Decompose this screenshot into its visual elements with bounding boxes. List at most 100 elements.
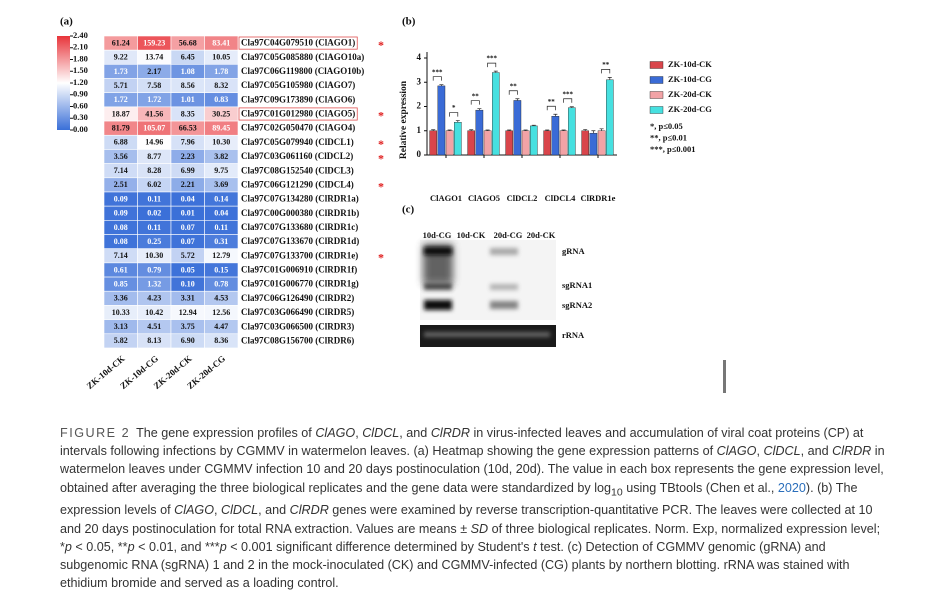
significance-mark: *	[378, 251, 384, 265]
cell-label: 2.21	[181, 180, 195, 189]
legend-swatch	[649, 106, 664, 114]
cell-label: 0.07	[181, 237, 195, 246]
gene-label: Cla97C03G066500 (ClRDR3)	[241, 321, 354, 331]
legend-label: ZK-10d-CG	[668, 74, 712, 84]
x-tick-label: ClDCL4	[545, 193, 576, 203]
heatmap-cell	[204, 333, 239, 349]
bar	[505, 130, 514, 156]
cell-label: 10.42	[145, 308, 163, 317]
cell-label: 56.68	[179, 38, 197, 47]
cell-label: 0.01	[181, 209, 195, 218]
legend-label: ZK-20d-CG	[668, 104, 712, 114]
cell-label: 0.09	[114, 209, 128, 218]
error-bar	[455, 120, 460, 123]
gene-label: Cla97C02G050470 (ClAGO4)	[241, 123, 355, 133]
error-bar	[607, 77, 612, 80]
significance-label: ***	[486, 55, 497, 63]
cell-label: 9.22	[114, 53, 128, 62]
caption-text: ClDCL	[221, 503, 259, 518]
bar	[559, 130, 568, 156]
cell-label: 13.74	[145, 53, 163, 62]
gene-label: Cla97C00G000380 (ClRDR1b)	[241, 208, 359, 218]
bar	[530, 125, 538, 156]
error-bar	[583, 129, 588, 131]
cell-label: 3.13	[114, 322, 128, 331]
caption-text: < 0.01, and ***	[134, 539, 220, 554]
cell-label: 3.36	[114, 294, 128, 303]
caption-text: ClRDR	[832, 444, 872, 459]
caption-text: test. (c) Detection of CGMMV genomic (gR…	[60, 539, 850, 591]
significance-bracket	[546, 105, 556, 111]
cell-label: 4.53	[214, 294, 228, 303]
cell-label: 0.15	[214, 265, 228, 274]
cell-label: 7.58	[147, 81, 161, 90]
bar	[475, 109, 484, 156]
significance-label: *	[452, 104, 456, 112]
cell-label: 7.14	[114, 251, 128, 260]
cell-label: 5.72	[181, 251, 195, 260]
gene-label: Cla97C05G079940 (ClDCL1)	[241, 137, 354, 147]
cell-label: 0.61	[114, 265, 128, 274]
cell-label: 10.30	[212, 138, 230, 147]
error-bar	[599, 128, 604, 131]
cell-label: 3.56	[114, 152, 128, 161]
gene-label: Cla97C03G066490 (ClRDR5)	[241, 307, 354, 317]
caption-text: in watermelon leaves under CGMMV infecti…	[60, 444, 885, 495]
significance-bracket	[449, 112, 459, 117]
cell-label: 89.45	[212, 123, 230, 132]
caption-text: ClAGO	[315, 426, 356, 440]
cell-label: 12.79	[212, 251, 230, 260]
legend-label: ZK-20d-CK	[668, 89, 712, 99]
legend-swatch	[649, 61, 664, 69]
cell-label: 12.56	[212, 308, 230, 317]
cell-label: 7.14	[114, 166, 128, 175]
gene-label: Cla97C07G133670 (ClRDR1d)	[241, 236, 359, 246]
significance-label: **	[510, 82, 518, 90]
gene-highlight	[238, 107, 358, 121]
scale-tick-label: 1.20	[73, 77, 88, 87]
y-tick-label: 4	[417, 52, 422, 62]
cell-label: 0.11	[147, 194, 161, 203]
cell-label: 83.41	[212, 38, 230, 47]
y-tick-label: 3	[417, 76, 422, 86]
error-bar	[531, 124, 536, 126]
cell-label: 0.11	[147, 223, 161, 232]
bar	[467, 130, 476, 156]
significance-bracket	[563, 98, 573, 103]
cell-label: 3.75	[181, 322, 195, 331]
gene-label: Cla97C08G152540 (ClDCL3)	[241, 165, 354, 175]
scale-tick-label: 0.00	[73, 124, 88, 134]
caption-text: ClAGO	[174, 503, 214, 518]
cell-label: 8.13	[147, 336, 161, 345]
caption-text: The gene expression profiles of	[136, 426, 316, 440]
error-bar	[523, 129, 528, 131]
panel-label: (b)	[402, 16, 416, 28]
cell-label: 0.85	[114, 279, 128, 288]
cell-label: 3.69	[214, 180, 228, 189]
significance-label: **	[602, 61, 610, 69]
cell-label: 9.75	[214, 166, 228, 175]
caption-text: p	[64, 539, 72, 554]
citation-link[interactable]: 2020	[777, 480, 806, 495]
band-label: sgRNA2	[562, 300, 592, 310]
error-bar	[485, 129, 490, 131]
cell-label: 30.25	[212, 109, 230, 118]
cell-label: 4.51	[147, 322, 161, 331]
gene-label: Cla97C07G134280 (ClRDR1a)	[241, 194, 359, 204]
cell-label: 5.82	[114, 336, 128, 345]
significance-bracket	[508, 90, 518, 95]
cell-label: 7.96	[181, 138, 195, 147]
x-tick-label: ClAGO1	[430, 193, 462, 203]
cell-label: 0.08	[114, 237, 128, 246]
gene-label: Cla97C09G173890 (ClAGO6)	[241, 94, 355, 104]
gene-label: Cla97C01G006910 (ClRDR1f)	[241, 265, 357, 275]
band-label: gRNA	[562, 246, 586, 256]
caption-text: < 0.05, **	[71, 539, 128, 554]
caption-text: , and	[258, 503, 290, 518]
bar	[492, 72, 500, 156]
band-label: sgRNA1	[562, 280, 592, 290]
caption-text: p	[219, 539, 227, 554]
color-scale	[57, 36, 70, 130]
significance-mark: *	[378, 137, 384, 151]
lane-label: 20d-CK	[527, 230, 556, 240]
